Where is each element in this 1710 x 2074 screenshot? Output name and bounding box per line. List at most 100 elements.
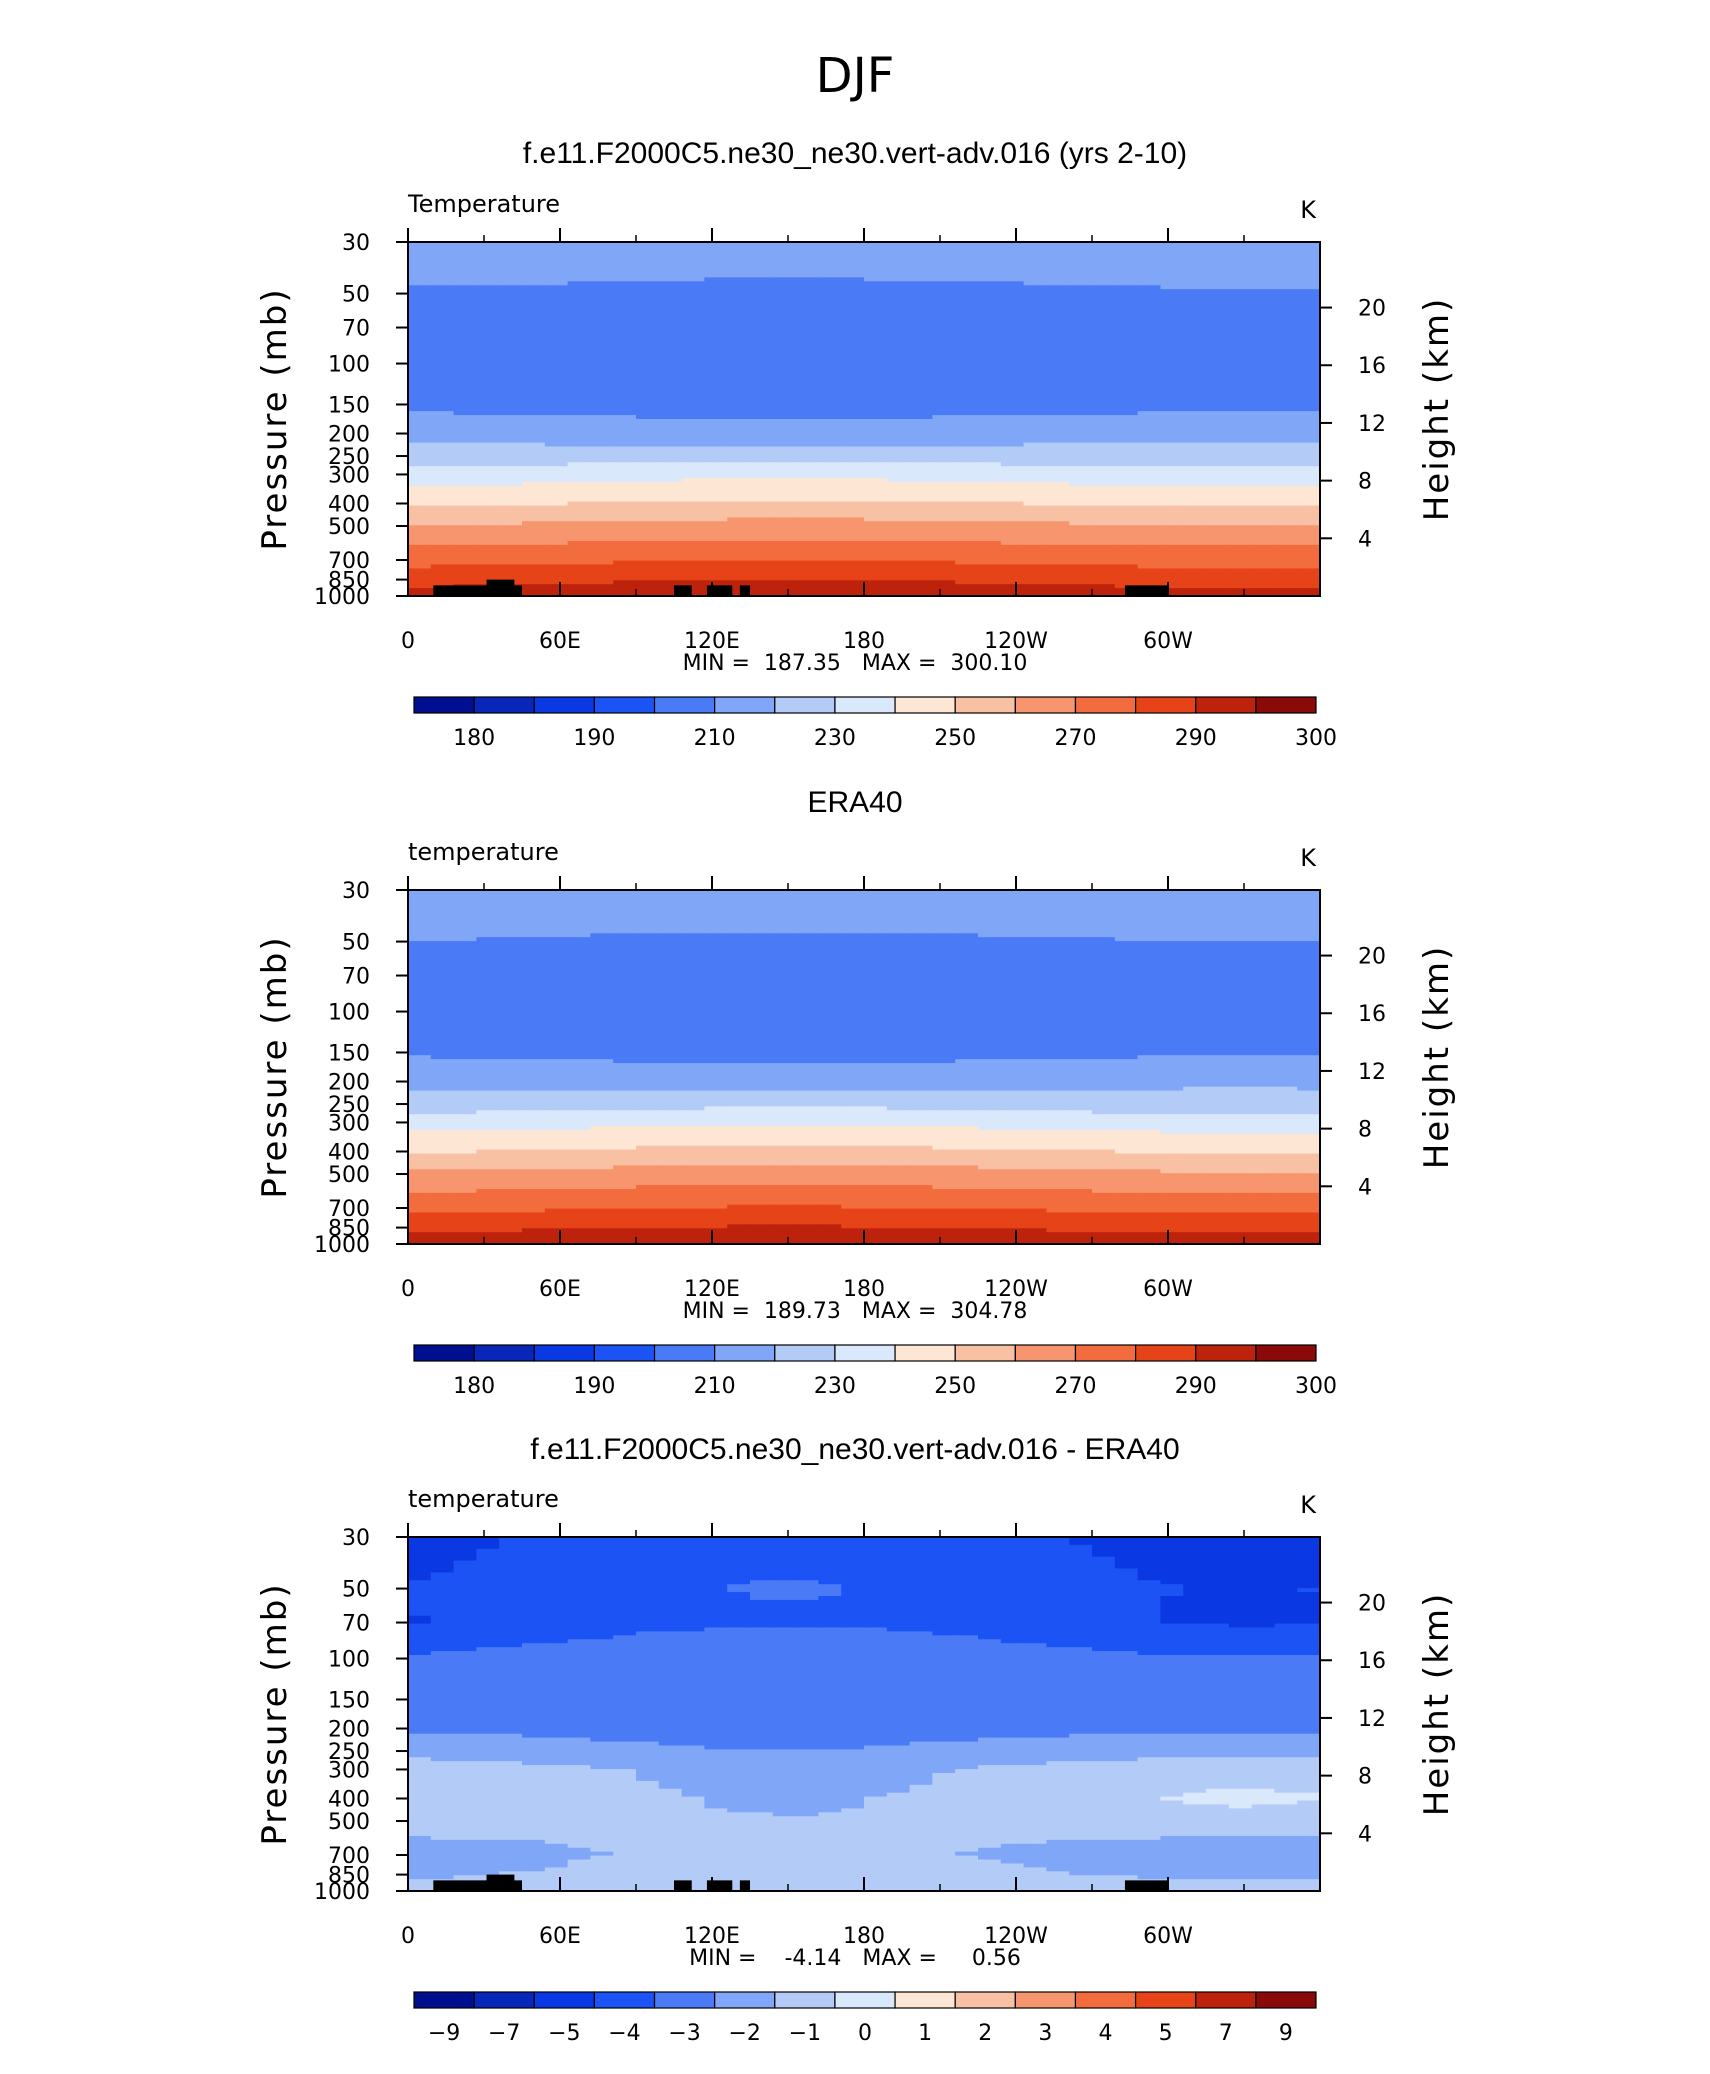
contour-cell [1023, 454, 1047, 459]
terrain-block [706, 585, 733, 596]
contour-cell [430, 497, 455, 503]
contour-cell [499, 407, 523, 412]
contour-cell [1183, 521, 1207, 526]
contour-cell [1000, 281, 1025, 286]
contour-cell [544, 890, 569, 895]
contour-cell [430, 285, 455, 290]
contour-cell [681, 426, 705, 432]
contour-cell [1160, 968, 1184, 974]
contour-cell [1228, 478, 1253, 483]
contour-cell [841, 1004, 865, 1009]
contour-cell [932, 328, 956, 334]
contour-cell [544, 933, 569, 938]
contour-cell [1251, 411, 1275, 416]
contour-cell [864, 560, 888, 566]
contour-cell [864, 517, 888, 522]
contour-cell [613, 253, 637, 259]
contour-cell [909, 438, 933, 444]
contour-cell [932, 949, 956, 954]
contour-cell [1069, 533, 1093, 538]
contour-cell [795, 379, 819, 385]
contour-cell [499, 249, 523, 255]
contour-cell [978, 332, 1002, 337]
contour-cell [704, 913, 728, 919]
contour-cell [522, 893, 546, 899]
contour-cell [909, 399, 933, 404]
contour-cell [795, 497, 819, 503]
contour-cell [750, 422, 774, 428]
contour-cell [886, 996, 911, 1001]
contour-cell [544, 592, 569, 596]
contour-cell [1114, 956, 1139, 962]
contour-cell [978, 929, 1002, 934]
contour-cell [795, 301, 819, 306]
contour-cell [499, 917, 523, 923]
contour-cell [476, 340, 500, 345]
contour-cell [1251, 442, 1275, 448]
contour-cell [1114, 533, 1139, 538]
contour-cell [453, 1008, 477, 1013]
contour-cell [704, 293, 728, 298]
contour-cell [704, 945, 728, 950]
contour-cell [1183, 478, 1207, 483]
contour-cell [408, 411, 432, 416]
contour-cell [408, 992, 432, 997]
contour-cell [1137, 890, 1161, 895]
contour-cell [681, 893, 705, 899]
contour-cell [704, 533, 728, 538]
contour-cell [1206, 242, 1230, 247]
contour-cell [1160, 485, 1184, 491]
contour-cell [955, 564, 979, 570]
contour-cell [886, 509, 911, 514]
contour-cell [772, 253, 797, 259]
contour-cell [544, 458, 569, 463]
contour-cell [636, 980, 660, 985]
contour-cell [818, 265, 842, 271]
contour-cell [1069, 450, 1093, 455]
contour-cell [1183, 371, 1207, 377]
contour-cell [1206, 521, 1230, 526]
contour-cell [1023, 419, 1047, 424]
contour-cell [909, 509, 933, 514]
contour-cell [430, 407, 455, 412]
contour-cell [567, 592, 591, 596]
contour-cell [750, 253, 774, 259]
contour-cell [795, 336, 819, 341]
contour-cell [727, 285, 751, 290]
contour-cell [1069, 976, 1093, 982]
contour-cell [522, 897, 546, 903]
contour-cell [522, 537, 546, 542]
contour-cell [1297, 556, 1320, 562]
contour-cell [1069, 277, 1093, 282]
contour-cell [522, 576, 546, 581]
contour-cell [1000, 375, 1025, 381]
contour-cell [1160, 952, 1184, 958]
contour-cell [727, 391, 751, 396]
contour-cell [795, 269, 819, 275]
contour-cell [932, 1000, 956, 1005]
contour-cell [704, 324, 728, 330]
contour-cell [727, 537, 751, 542]
contour-cell [818, 513, 842, 518]
contour-cell [978, 446, 1002, 452]
contour-cell [795, 383, 819, 389]
contour-cell [909, 422, 933, 428]
contour-cell [1206, 387, 1230, 393]
contour-cell [590, 352, 614, 357]
contour-cell [499, 925, 523, 930]
contour-cell [567, 992, 591, 997]
contour-cell [1069, 375, 1093, 381]
contour-cell [932, 352, 956, 357]
contour-cell [1137, 352, 1161, 357]
contour-cell [430, 462, 455, 467]
contour-cell [1023, 371, 1047, 377]
contour-cell [886, 956, 911, 962]
contour-cell [1023, 277, 1047, 282]
contour-cell [1206, 470, 1230, 475]
contour-cell [1206, 529, 1230, 534]
contour-cell [1251, 289, 1275, 294]
contour-cell [1069, 913, 1093, 919]
contour-cell [1069, 984, 1093, 989]
contour-cell [453, 548, 477, 554]
contour-cell [1114, 257, 1139, 263]
